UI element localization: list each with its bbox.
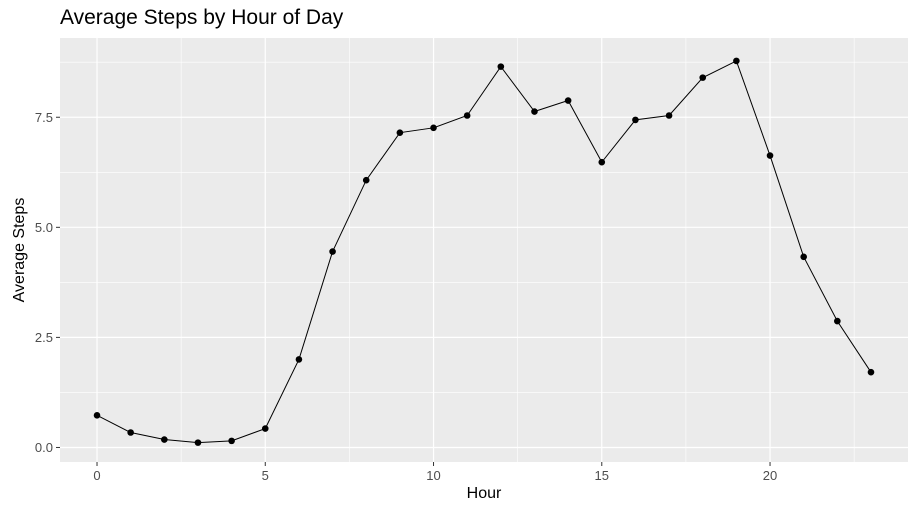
data-point-6 <box>295 356 303 363</box>
data-point-20 <box>766 152 774 159</box>
data-point-19 <box>733 57 740 65</box>
data-point-0 <box>93 412 101 419</box>
data-point-8 <box>362 176 370 184</box>
data-point-12 <box>497 63 505 70</box>
data-point-4 <box>228 437 235 445</box>
data-point-5 <box>261 425 269 432</box>
y-tick-label-1: 2.5 <box>35 330 53 345</box>
series-line-0 <box>96 60 872 444</box>
chart-title: Average Steps by Hour of Day <box>60 6 344 29</box>
data-point-16 <box>632 116 639 124</box>
x-tick-label-4: 20 <box>763 468 777 483</box>
data-point-7 <box>329 248 336 255</box>
data-point-13 <box>531 108 538 115</box>
data-point-21 <box>800 253 807 261</box>
y-axis-label: Average Steps <box>11 198 28 303</box>
x-tick-label-1: 5 <box>262 468 269 483</box>
x-tick-label-2: 10 <box>426 468 440 483</box>
data-point-15 <box>598 158 606 166</box>
data-point-18 <box>699 74 707 81</box>
y-tick-label-0: 0.0 <box>35 440 53 455</box>
data-point-17 <box>665 112 673 119</box>
x-tick-label-3: 15 <box>595 468 609 483</box>
data-point-9 <box>396 129 404 136</box>
data-point-22 <box>834 317 841 325</box>
data-point-2 <box>161 436 168 443</box>
data-point-1 <box>127 429 134 436</box>
data-point-3 <box>194 439 202 446</box>
data-point-10 <box>430 124 437 132</box>
y-tick-label-3: 7.5 <box>35 110 53 125</box>
data-point-23 <box>867 368 875 376</box>
x-axis-label: Hour <box>467 485 502 502</box>
x-tick-label-0: 0 <box>93 468 100 483</box>
data-point-14 <box>564 97 572 104</box>
plot-panel <box>60 38 908 462</box>
y-tick-label-2: 5.0 <box>35 220 53 235</box>
data-point-11 <box>463 112 471 119</box>
